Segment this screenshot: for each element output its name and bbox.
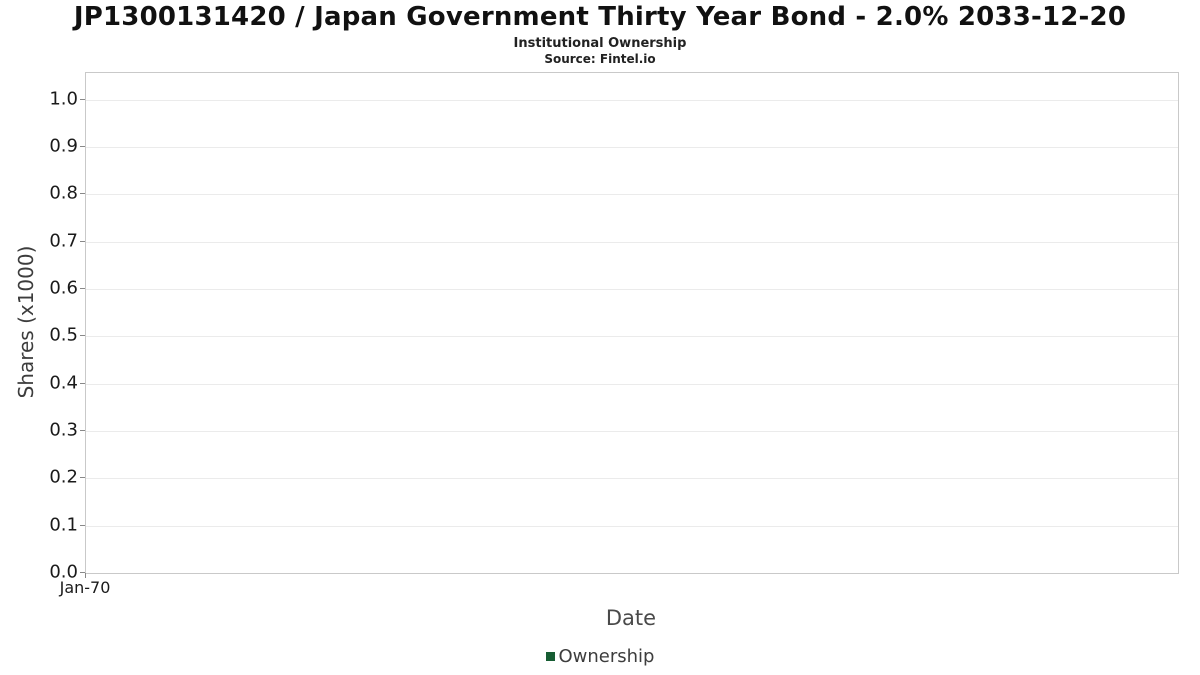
y-tick-mark <box>80 524 85 526</box>
x-axis-ticks: Jan-70 <box>60 572 1177 598</box>
y-tick-mark <box>80 287 85 289</box>
y-tick-label: 0.5 <box>49 324 78 346</box>
gridline <box>86 383 1178 385</box>
y-tick-label: 0.9 <box>49 135 78 157</box>
gridline <box>86 336 1178 338</box>
legend-item: Ownership <box>545 646 655 667</box>
y-tick-mark <box>80 382 85 384</box>
y-tick-label: 0.6 <box>49 277 78 299</box>
gridline <box>86 288 1178 290</box>
y-tick-mark <box>80 193 85 195</box>
gridline <box>86 525 1178 527</box>
y-tick-label: 1.0 <box>49 88 78 109</box>
chart-title: JP1300131420 / Japan Government Thirty Y… <box>73 2 1127 32</box>
y-tick-mark <box>80 477 85 479</box>
y-tick-mark <box>80 98 85 100</box>
y-tick-mark <box>80 335 85 337</box>
x-tick-label: Jan-70 <box>59 578 111 597</box>
y-tick-label: 0.2 <box>49 466 78 488</box>
gridline <box>86 99 1178 101</box>
chart-subtitle: Institutional Ownership <box>513 36 687 51</box>
y-tick-mark <box>80 429 85 431</box>
y-tick-label: 0.7 <box>49 230 78 252</box>
y-tick-label: 0.0 <box>49 561 78 583</box>
gridline <box>86 430 1178 432</box>
y-tick-mark <box>80 240 85 242</box>
x-tick-mark <box>85 573 86 578</box>
y-tick-label: 0.4 <box>49 372 78 394</box>
x-axis-label: Date <box>605 606 657 630</box>
y-tick-label: 0.1 <box>49 514 78 536</box>
y-axis-ticks: 0.0 0.1 0.2 0.3 0.4 0.5 0.6 0.7 0.8 0.9 1.0 <box>0 72 85 583</box>
gridline <box>86 194 1178 196</box>
legend-label: Ownership <box>558 646 655 667</box>
y-axis-label: Shares (x1000) <box>14 245 38 399</box>
y-tick-label: 0.3 <box>49 419 78 441</box>
legend: Ownership <box>0 646 1200 667</box>
gridline <box>86 146 1178 148</box>
chart-source: Source: Fintel.io <box>544 52 656 66</box>
gridline <box>86 478 1178 480</box>
gridline <box>86 241 1178 243</box>
plot-area <box>85 72 1179 574</box>
y-tick-mark <box>80 145 85 147</box>
y-tick-label: 0.8 <box>49 182 78 204</box>
y-tick-mark <box>80 572 85 573</box>
legend-swatch <box>545 652 555 661</box>
